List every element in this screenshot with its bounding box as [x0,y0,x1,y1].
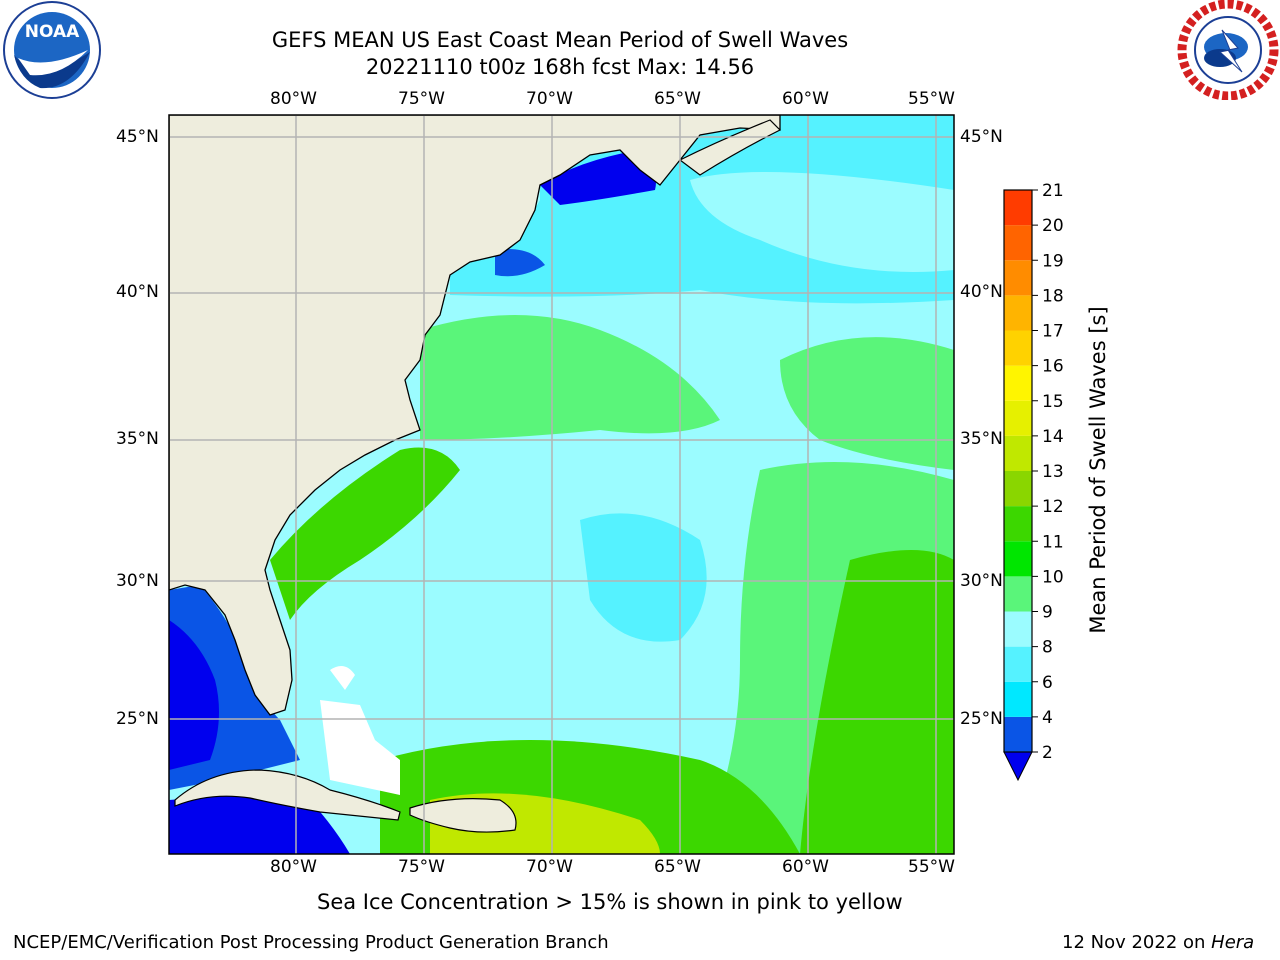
footer-date: 12 Nov 2022 on Hera [1062,932,1254,953]
field-zone-coastal-green [270,447,460,620]
colorbar-segment [1004,225,1032,261]
lat-label-left-25n: 25°N [116,709,159,729]
graticule [169,115,954,854]
field-zone-green-mid [420,315,720,440]
colorbar-segment [1004,330,1032,366]
lat-label-left-40n: 40°N [116,282,159,302]
bahamas-banks-north [330,666,355,690]
field-zone-green-east [780,337,954,470]
colorbar-segment [1004,400,1032,436]
chart-title: GEFS MEAN US East Coast Mean Period of S… [271,28,849,52]
lat-label-right-30n: 30°N [960,571,1003,591]
lat-label-right-25n: 25°N [960,709,1003,729]
lon-label-bottom-80w: 80°W [270,857,317,877]
field-zone-light-north [690,172,954,272]
colorbar-tick-label: 11 [1042,532,1064,552]
lon-label-bottom-60w: 60°W [782,857,829,877]
colorbar-segment [1004,541,1032,577]
colorbar-tick-label: 14 [1042,427,1064,447]
colorbar-segment [1004,260,1032,296]
noaa-logo-text: NOAA [25,22,80,42]
footer-machine: Hera [1211,932,1255,953]
map-frame [168,114,955,855]
colorbar-segment [1004,471,1032,507]
nws-logo [1176,0,1280,101]
lon-label-top-80w: 80°W [270,89,317,109]
lat-label-left-35n: 35°N [116,429,159,449]
lon-label-top-55w: 55°W [908,89,955,109]
lon-label-bottom-65w: 65°W [654,857,701,877]
field-zone-bright-green-east [800,550,954,854]
land-nova-scotia [678,119,782,176]
lon-label-bottom-55w: 55°W [908,857,955,877]
land-north-america [169,115,781,716]
colorbar-tick-label: 4 [1042,708,1053,728]
lat-label-right-45n: 45°N [960,127,1003,147]
colorbar-segment [1004,611,1032,647]
colorbar-tick-label: 2 [1042,743,1053,763]
colorbar-tick-label: 13 [1042,462,1064,482]
colorbar-tick-label: 16 [1042,357,1064,377]
colorbar-segment [1004,365,1032,401]
colorbar-tick-label: 21 [1042,181,1064,201]
lat-label-right-35n: 35°N [960,429,1003,449]
footer-date-text: 12 Nov 2022 on [1062,932,1206,953]
colorbar-segment [1004,435,1032,471]
colorbar-tick-label: 18 [1042,286,1064,306]
land-hispaniola [409,798,517,833]
chart-subtitle: 20221110 t00z 168h fcst Max: 14.56 [365,55,755,79]
colorbar-tick-label: 15 [1042,392,1064,412]
land-cuba [174,769,401,821]
lon-label-bottom-75w: 75°W [398,857,445,877]
colorbar-tick-label: 9 [1042,603,1053,623]
lon-label-top-70w: 70°W [526,89,573,109]
colorbar-tick-label: 17 [1042,322,1064,342]
colorbar: 2 4 6 8 9 10 11 12 13 14 15 16 17 18 19 20 21 [990,180,1130,790]
colorbar-tick-label: 19 [1042,251,1064,271]
colorbar-tick-label: 10 [1042,567,1064,587]
sea-ice-note: Sea Ice Concentration > 15% is shown in … [317,890,903,914]
colorbar-segment [1004,716,1032,752]
colorbar-tick-label: 12 [1042,497,1064,517]
lon-label-top-60w: 60°W [782,89,829,109]
lon-label-top-65w: 65°W [654,89,701,109]
footer-credit: NCEP/EMC/Verification Post Processing Pr… [13,932,609,953]
colorbar-segment [1004,190,1032,226]
colorbar-segment [1004,681,1032,717]
lat-label-left-30n: 30°N [116,571,159,591]
gulf-of-maine-zone [540,150,656,205]
colorbar-tick-label: 20 [1042,216,1064,236]
lon-label-top-75w: 75°W [398,89,445,109]
colorbar-segment [1004,506,1032,542]
lat-label-left-45n: 45°N [116,127,159,147]
lon-label-bottom-70w: 70°W [526,857,573,877]
colorbar-segment [1004,295,1032,331]
colorbar-under-triangle [1003,751,1033,782]
long-island-zone [495,249,545,277]
colorbar-tick-label: 8 [1042,638,1053,658]
noaa-logo: NOAA [0,0,104,100]
bahamas-banks [320,700,400,795]
colorbar-label: Mean Period of Swell Waves [s] [1086,306,1110,634]
field-zone-cyan-central [580,513,707,642]
colorbar-svg: 2 4 6 8 9 10 11 12 13 14 15 16 17 18 19 20 21 [1003,181,1064,782]
lat-label-right-40n: 40°N [960,282,1003,302]
gulf-zone-deep [169,620,219,770]
colorbar-segment [1004,576,1032,612]
colorbar-tick-label: 6 [1042,673,1053,693]
colorbar-segment [1004,646,1032,682]
